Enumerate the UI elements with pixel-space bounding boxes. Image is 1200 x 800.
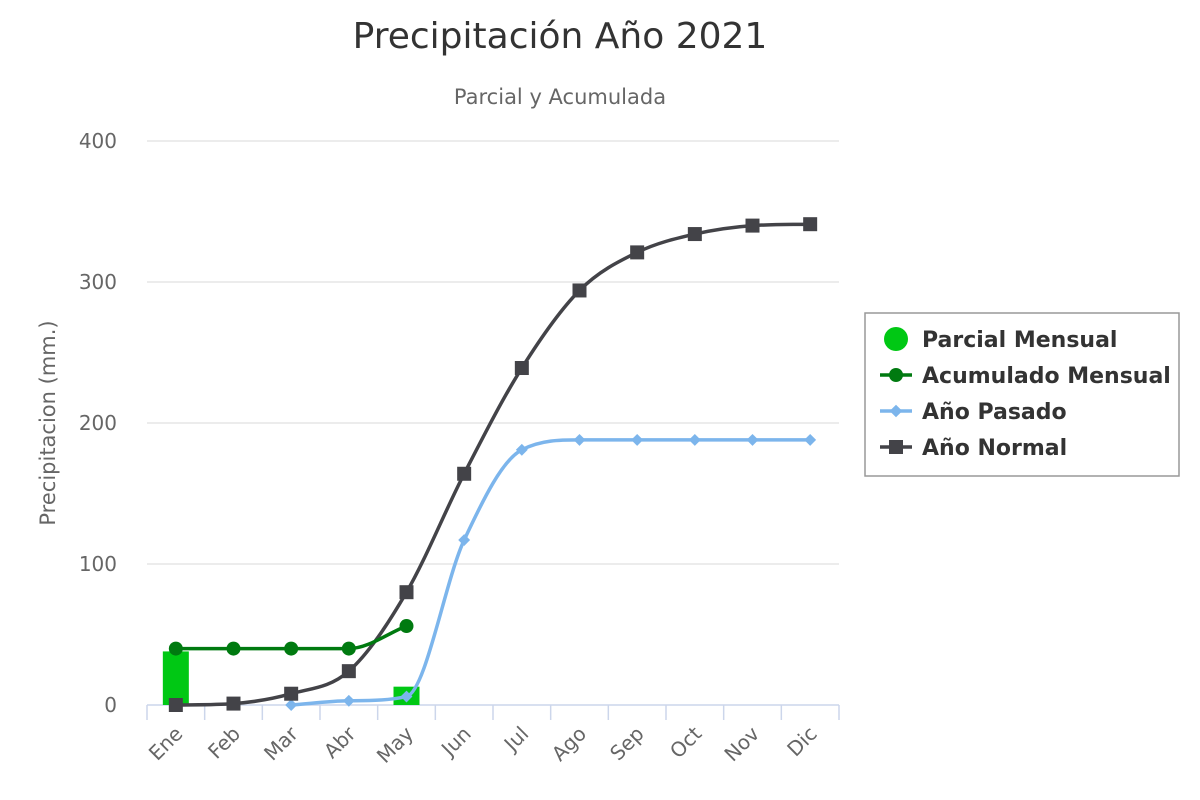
legend-marker-ano-normal — [889, 440, 903, 454]
point-ano-normal — [226, 696, 241, 711]
bar-parcial-mensual — [162, 651, 189, 705]
x-tick-label: Nov — [719, 721, 764, 766]
x-tick-label: Sep — [605, 722, 649, 766]
x-axis: Ene Feb Mar Abr May Jun Jul Ago Sep Oct Nov Dic — [144, 704, 840, 768]
x-tick-label: Ene — [144, 722, 188, 766]
x-tick-label: Oct — [665, 721, 707, 763]
x-tick-label: Feb — [203, 722, 245, 764]
legend-symbol-parcial-mensual — [884, 327, 908, 351]
point-ano-normal — [687, 227, 702, 242]
x-tick-label: May — [372, 721, 418, 767]
point-acumulado-mensual — [399, 619, 414, 634]
chart-subtitle: Parcial y Acumulada — [454, 85, 666, 109]
point-ano-normal — [168, 698, 183, 712]
point-ano-normal — [341, 664, 356, 679]
line-ano-pasado — [289, 438, 812, 707]
x-tick-label: Abr — [319, 721, 361, 763]
y-tick-label: 400 — [79, 129, 117, 153]
point-ano-normal — [399, 585, 414, 600]
line-ano-normal — [174, 222, 812, 707]
x-tick-label: Dic — [782, 722, 822, 762]
point-ano-pasado — [631, 433, 644, 446]
point-ano-normal — [514, 361, 529, 376]
y-tick-label: 200 — [79, 411, 117, 435]
point-acumulado-mensual — [226, 641, 241, 656]
markers — [168, 217, 818, 712]
point-ano-pasado — [458, 534, 471, 546]
legend-label-ano-pasado: Año Pasado — [922, 400, 1067, 425]
series-lines — [174, 222, 812, 707]
legend-marker-acumulado-mensual — [889, 368, 903, 382]
point-ano-pasado — [285, 699, 298, 711]
point-ano-pasado — [515, 443, 528, 456]
point-ano-normal — [572, 283, 587, 298]
point-ano-pasado — [688, 433, 701, 446]
point-ano-pasado — [804, 433, 817, 446]
point-acumulado-mensual — [168, 641, 183, 656]
y-tick-label: 300 — [79, 270, 117, 294]
legend: Parcial Mensual Acumulado Mensual Año Pasa… — [864, 312, 1180, 477]
point-ano-pasado — [746, 433, 759, 446]
legend-label-acumulado-mensual: Acumulado Mensual — [922, 364, 1171, 389]
x-tick-label: Ago — [547, 722, 591, 766]
point-acumulado-mensual — [284, 641, 299, 656]
point-ano-normal — [803, 217, 818, 232]
y-tick-label: 100 — [79, 552, 117, 576]
chart-title: Precipitación Año 2021 — [353, 16, 768, 57]
point-ano-pasado — [573, 433, 586, 446]
legend-box — [864, 312, 1180, 477]
y-tick-label: 0 — [104, 693, 117, 717]
legend-marker-ano-pasado — [889, 404, 903, 418]
point-ano-normal — [745, 218, 760, 233]
point-ano-normal — [457, 466, 472, 481]
x-tick-label: Jun — [435, 722, 475, 762]
point-ano-normal — [630, 245, 645, 260]
point-ano-pasado — [400, 690, 413, 703]
x-tick-label: Mar — [259, 721, 303, 765]
x-tick-label: Jul — [498, 722, 533, 757]
legend-label-parcial-mensual: Parcial Mensual — [922, 328, 1117, 353]
gridlines: 0 100 200 300 400 — [79, 129, 839, 717]
point-acumulado-mensual — [341, 641, 356, 656]
point-ano-pasado — [342, 694, 355, 707]
legend-label-ano-normal: Año Normal — [922, 436, 1067, 461]
point-ano-normal — [284, 686, 299, 701]
y-axis-label: Precipitacion (mm.) — [36, 320, 60, 525]
